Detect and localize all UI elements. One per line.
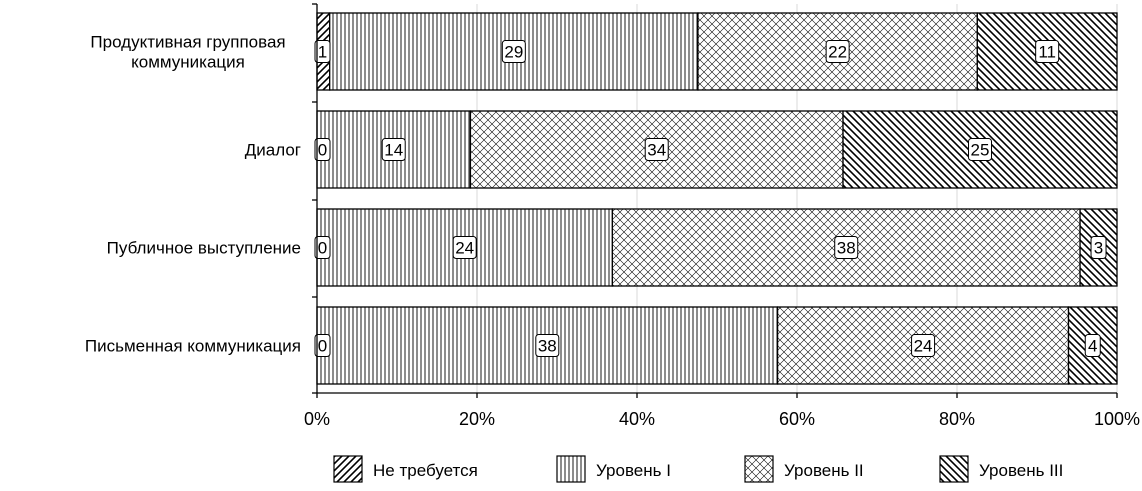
data-label: 3 [1094, 239, 1103, 258]
data-label-box [1090, 236, 1107, 259]
data-label-box [834, 236, 859, 259]
legend-label: Уровень II [784, 461, 864, 480]
data-label-box [1035, 40, 1060, 63]
data-label-box [314, 334, 331, 357]
x-tick-label: 0% [304, 409, 330, 429]
legend-swatch [556, 455, 586, 483]
x-tick-label: 80% [939, 409, 975, 429]
legend-swatch [939, 455, 969, 483]
data-label-box [314, 40, 331, 63]
data-label: 0 [318, 239, 327, 258]
data-label-box [1084, 334, 1101, 357]
data-label: 29 [504, 43, 523, 62]
data-label-box [535, 334, 560, 357]
data-label: 24 [455, 239, 474, 258]
data-label-box [644, 138, 669, 161]
data-label-box [314, 138, 331, 161]
data-label: 38 [837, 239, 856, 258]
data-label: 22 [828, 43, 847, 62]
data-label: 0 [318, 141, 327, 160]
x-tick-label: 40% [619, 409, 655, 429]
data-label-box [452, 236, 477, 259]
data-label: 25 [971, 141, 990, 160]
data-label: 11 [1038, 43, 1056, 62]
data-label-box [381, 138, 406, 161]
data-label: 0 [318, 337, 327, 356]
data-label-box [968, 138, 993, 161]
data-labels: 1 29 22 11 0 14 34 25 0 24 38 3 0 38 24 4 [314, 40, 1107, 357]
data-label: 34 [647, 141, 666, 160]
data-label-box [501, 40, 526, 63]
bar-segment [469, 110, 844, 189]
legend-label: Уровень I [596, 461, 671, 480]
category-label: Публичное выступление [107, 239, 301, 258]
bars [316, 12, 1118, 385]
legend-swatch [333, 455, 363, 483]
data-label-box [314, 236, 331, 259]
data-label: 14 [384, 141, 403, 160]
data-label: 1 [318, 43, 327, 62]
legend: Не требуется Уровень I Уровень II Уровень I… [333, 455, 1063, 483]
x-tick-label: 20% [459, 409, 495, 429]
legend-swatch [744, 455, 774, 483]
category-label: Диалог [245, 141, 301, 160]
data-label: 4 [1088, 337, 1097, 356]
legend-label: Уровень III [979, 461, 1063, 480]
legend-label: Не требуется [373, 461, 478, 480]
data-label: 24 [914, 337, 933, 356]
x-tick-label: 60% [779, 409, 815, 429]
category-label: коммуникация [131, 53, 245, 72]
data-label-box [911, 334, 936, 357]
data-label: 38 [538, 337, 557, 356]
category-label: Письменная коммуникация [85, 337, 301, 356]
category-label: Продуктивная групповая [90, 33, 285, 52]
data-label-box [825, 40, 850, 63]
x-tick-label: 100% [1094, 409, 1140, 429]
